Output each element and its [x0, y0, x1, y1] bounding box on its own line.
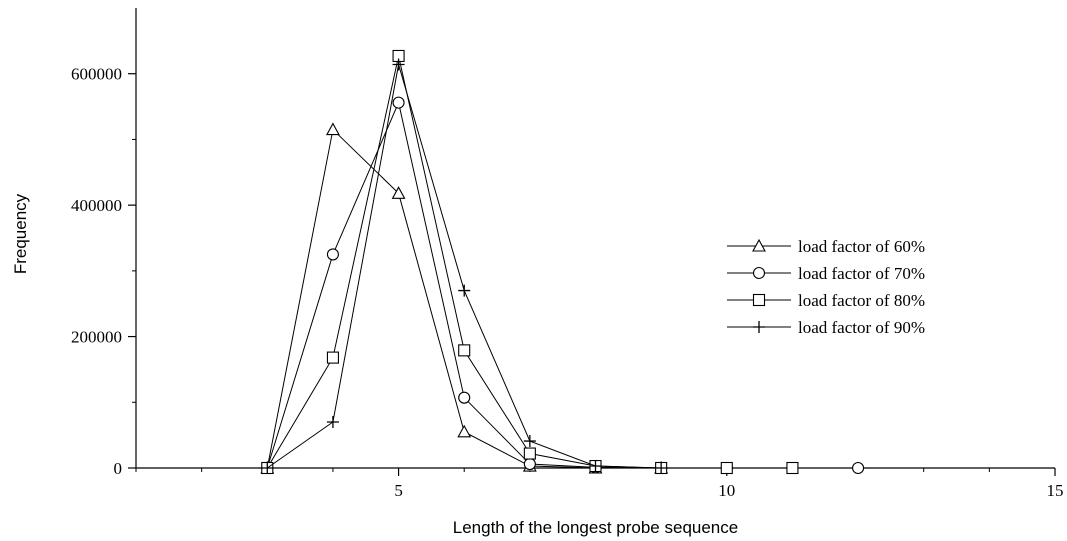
- legend-label: load factor of 70%: [798, 264, 925, 283]
- triangle-marker: [326, 122, 340, 136]
- y-tick-label: 0: [114, 459, 123, 478]
- plus-marker: [655, 462, 668, 474]
- axes: 0 200000 400000 600000 5 10 15: [71, 8, 1064, 500]
- triangle-marker: [457, 424, 472, 438]
- circle-marker: [852, 461, 865, 475]
- series-line: [266, 55, 793, 469]
- y-tick-label: 400000: [71, 196, 122, 215]
- series-circle: [261, 96, 865, 475]
- y-axis-title: Frequency: [11, 193, 30, 274]
- square-marker: [523, 447, 536, 460]
- x-tick-label: 10: [718, 481, 735, 500]
- plus-marker: [458, 284, 471, 297]
- legend: load factor of 60% load factor of 70% load…: [727, 237, 925, 337]
- legend-label: load factor of 80%: [798, 291, 925, 310]
- plus-marker: [523, 435, 536, 448]
- legend-label: load factor of 60%: [798, 237, 925, 256]
- plus-marker: [326, 416, 339, 428]
- series-triangle: [260, 122, 669, 474]
- y-tick-label: 600000: [71, 65, 122, 84]
- x-tick-label: 5: [394, 481, 403, 500]
- series-plus: [261, 58, 668, 474]
- legend-label: load factor of 90%: [798, 318, 925, 337]
- circle-marker: [752, 266, 766, 280]
- plus-marker: [589, 460, 602, 473]
- x-tick-label: 15: [1047, 481, 1064, 500]
- plus-marker: [753, 321, 765, 333]
- square-marker: [326, 351, 339, 364]
- series-layer: [260, 49, 865, 475]
- square-marker: [458, 344, 471, 357]
- square-marker: [786, 461, 799, 475]
- y-tick-label: 200000: [71, 328, 122, 347]
- y-axis-ticks: 0 200000 400000 600000: [71, 65, 136, 478]
- square-marker: [752, 293, 766, 307]
- x-axis-ticks: 5 10 15: [135, 468, 1064, 500]
- legend-item: load factor of 90%: [727, 318, 925, 337]
- plus-marker: [392, 58, 405, 71]
- triangle-marker: [391, 186, 406, 199]
- triangle-marker: [752, 238, 766, 252]
- circle-marker: [523, 458, 536, 471]
- circle-marker: [326, 248, 339, 261]
- series-line: [266, 101, 859, 469]
- circle-marker: [392, 96, 405, 109]
- square-marker: [720, 461, 733, 475]
- legend-item: load factor of 70%: [727, 264, 925, 283]
- legend-item: load factor of 60%: [727, 237, 925, 256]
- x-axis-title: Length of the longest probe sequence: [453, 518, 738, 537]
- series-line: [266, 64, 662, 469]
- series-square: [261, 49, 799, 475]
- series-line: [266, 128, 662, 469]
- plus-marker: [261, 462, 274, 474]
- circle-marker: [458, 391, 471, 404]
- legend-item: load factor of 80%: [727, 291, 925, 310]
